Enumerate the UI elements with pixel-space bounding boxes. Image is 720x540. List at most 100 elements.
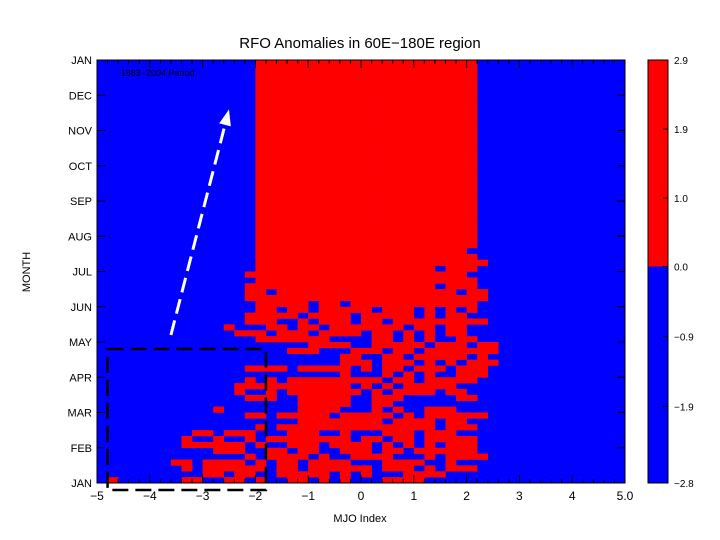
heatmap-cell [297, 330, 309, 337]
heatmap-cell [339, 277, 351, 284]
heatmap-cell [371, 195, 383, 202]
heatmap-cell [424, 453, 436, 460]
heatmap-cell [318, 65, 330, 73]
heatmap-cell [339, 171, 351, 178]
heatmap-cell [255, 83, 267, 90]
heatmap-cell [339, 83, 351, 90]
heatmap-cell [255, 271, 267, 278]
heatmap-cell [276, 118, 288, 125]
heatmap-cell [382, 242, 393, 249]
heatmap-cell [445, 459, 457, 466]
heatmap-cell [265, 224, 277, 231]
heatmap-cell [255, 154, 267, 161]
heatmap-cell [445, 447, 457, 454]
heatmap-cell [308, 430, 320, 437]
heatmap-cell [350, 289, 362, 296]
heatmap-cell [434, 353, 446, 360]
heatmap-cell [244, 365, 256, 372]
heatmap-cell [456, 136, 467, 143]
heatmap-cell [297, 177, 309, 184]
heatmap-cell [392, 365, 404, 372]
period-label: 1983−2004 Period [121, 68, 195, 78]
heatmap-cell [445, 218, 457, 225]
heatmap-cell [456, 453, 467, 460]
heatmap-cell [392, 212, 404, 219]
heatmap-cell [297, 230, 309, 237]
heatmap-cell [424, 65, 436, 73]
heatmap-cell [244, 330, 256, 337]
heatmap-cell [244, 318, 256, 325]
heatmap-cell [392, 118, 404, 125]
heatmap-cell [329, 300, 341, 308]
heatmap-cell [287, 389, 298, 396]
heatmap-cell [339, 195, 351, 202]
heatmap-cell [297, 130, 309, 137]
heatmap-cell [308, 71, 320, 78]
heatmap-cell [350, 101, 362, 108]
heatmap-cell [361, 130, 372, 137]
heatmap-cell [445, 142, 457, 149]
heatmap-cell [287, 271, 298, 278]
heatmap-cell [318, 400, 330, 407]
heatmap-cell [276, 259, 288, 266]
heatmap-cell [308, 465, 320, 472]
heatmap-cell [287, 171, 298, 178]
heatmap-cell [413, 218, 425, 225]
heatmap-cell [350, 136, 362, 143]
heatmap-cell [456, 124, 467, 131]
heatmap-cell [361, 112, 372, 120]
heatmap-cell [413, 177, 425, 184]
heatmap-cell [371, 201, 383, 208]
heatmap-cell [308, 154, 320, 161]
heatmap-cell [255, 148, 267, 155]
heatmap-cell [244, 289, 256, 296]
heatmap-cell [403, 300, 415, 308]
heatmap-cell [392, 71, 404, 78]
heatmap-cell [276, 218, 288, 225]
heatmap-cell [255, 118, 267, 125]
colorbar: 2.9 1.9 1.0 0.0 −0.9 −1.9 −2.8 [647, 56, 694, 490]
heatmap-cell [456, 318, 467, 325]
heatmap-cell [445, 77, 457, 84]
heatmap-cell [371, 189, 383, 196]
heatmap-cell [413, 201, 425, 208]
heatmap-cell [466, 283, 478, 290]
heatmap-cell [392, 465, 404, 472]
heatmap-cell [382, 289, 393, 296]
heatmap-cell [434, 83, 446, 90]
heatmap-cell [287, 242, 298, 249]
heatmap-cell [382, 295, 393, 302]
heatmap-cell [371, 230, 383, 237]
heatmap-cell [361, 201, 372, 208]
heatmap-cell [339, 477, 351, 484]
heatmap-cell [213, 447, 225, 454]
heatmap-cell [297, 165, 309, 172]
heatmap-cell [297, 101, 309, 108]
heatmap-cell [223, 447, 235, 454]
heatmap-cell [424, 441, 436, 449]
heatmap-cell [339, 412, 351, 419]
heatmap-cell [318, 459, 330, 466]
heatmap-cell [318, 107, 330, 114]
heatmap-cell [339, 65, 351, 73]
heatmap-cell [350, 201, 362, 208]
heatmap-cell [244, 312, 256, 319]
heatmap-cell [287, 436, 298, 443]
x-tick-label: −5 [90, 489, 104, 503]
heatmap-cell [456, 271, 467, 278]
heatmap-cell [244, 453, 256, 460]
heatmap-cell [424, 171, 436, 178]
heatmap-cell [276, 101, 288, 108]
heatmap-cell [361, 271, 372, 278]
y-tick-label: OCT [69, 161, 93, 173]
heatmap-cell [350, 77, 362, 84]
heatmap-cell [434, 154, 446, 161]
heatmap-cell [339, 77, 351, 84]
heatmap-cell [434, 212, 446, 219]
heatmap-cell [276, 453, 288, 460]
heatmap-cell [434, 136, 446, 143]
heatmap-cell [434, 365, 446, 372]
heatmap-cell [265, 230, 277, 237]
heatmap-cell [413, 471, 425, 478]
heatmap-cell [265, 365, 277, 372]
